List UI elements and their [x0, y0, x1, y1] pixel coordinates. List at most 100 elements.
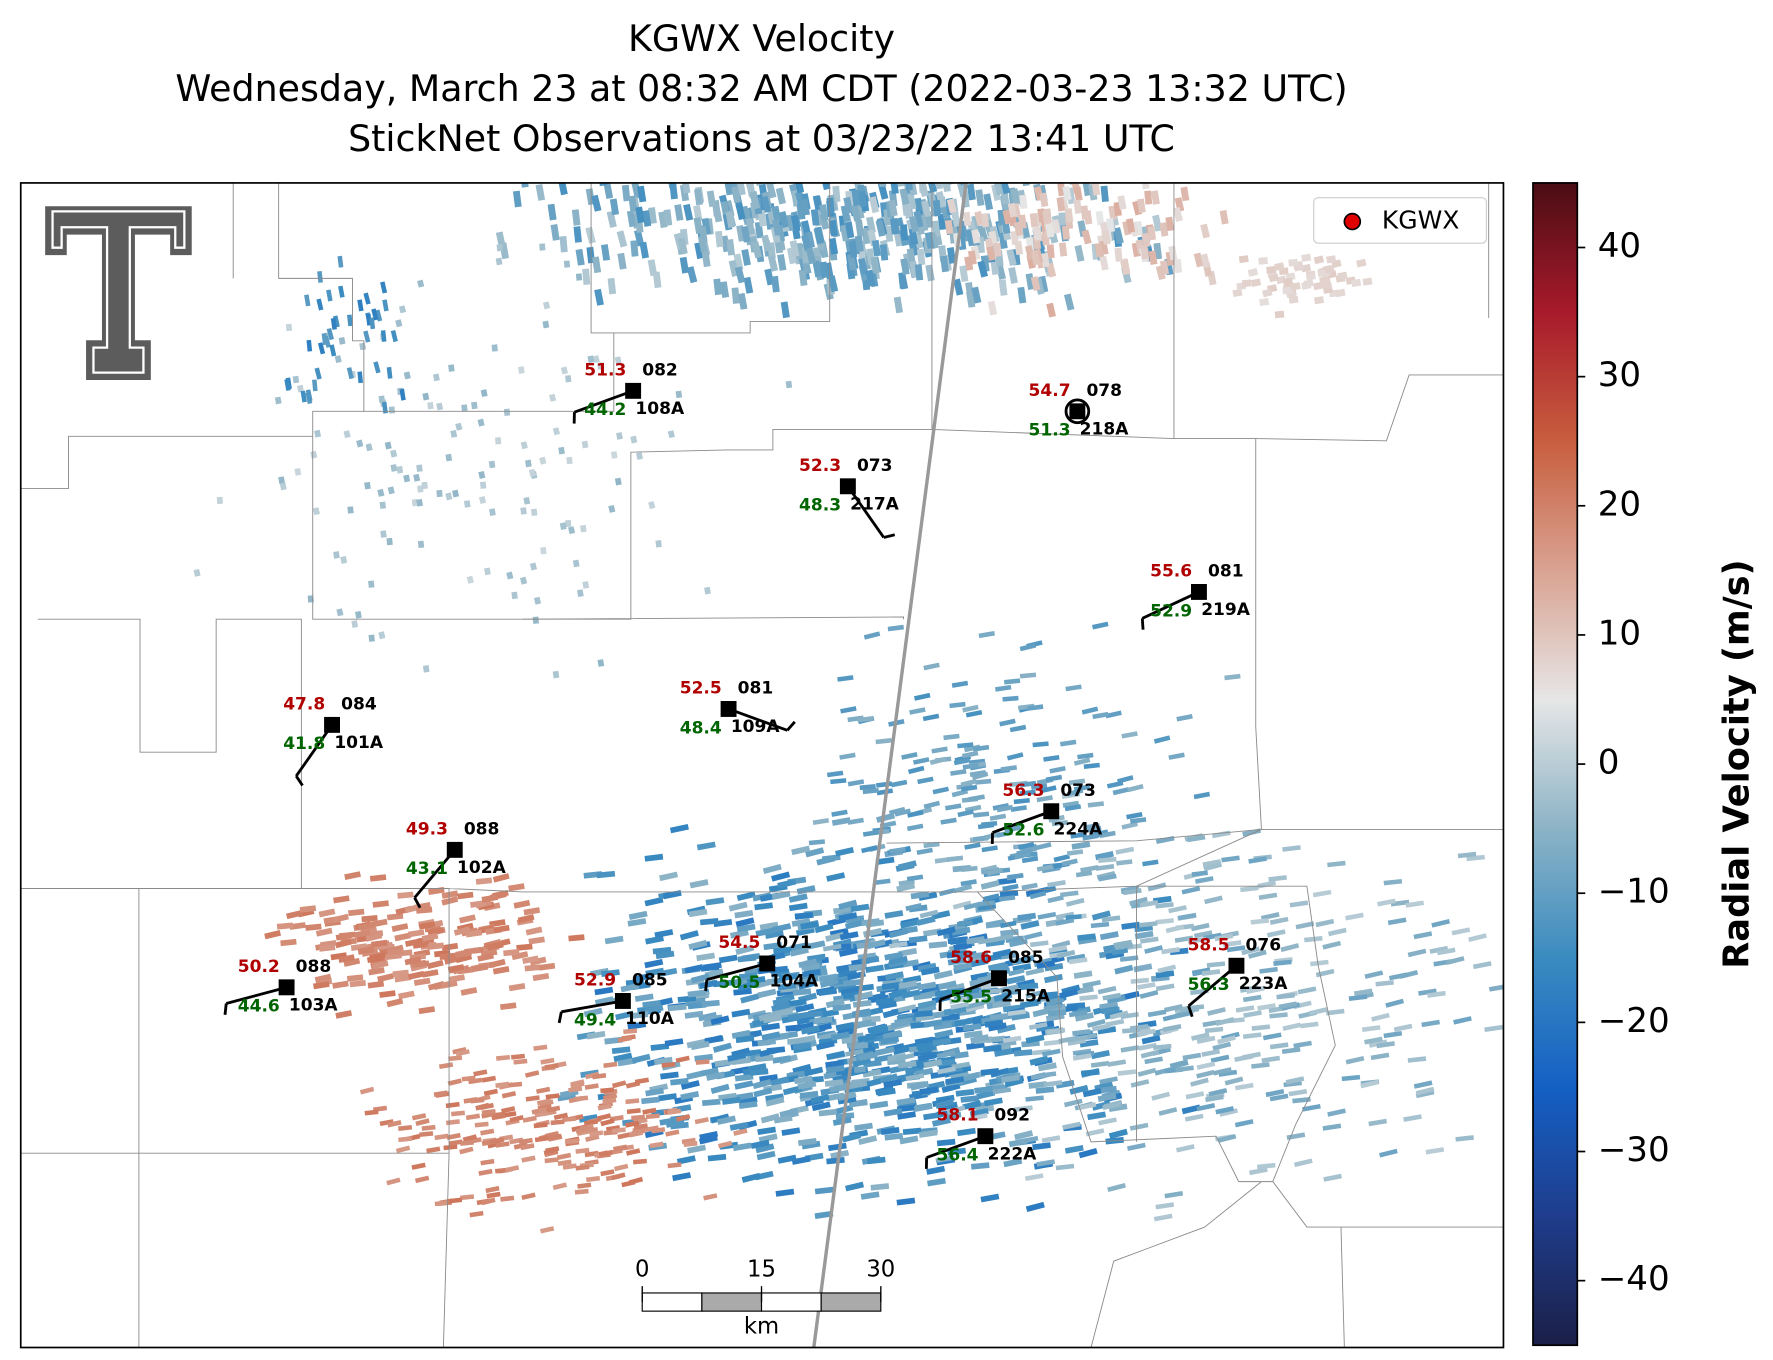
- radar-echo: [459, 1140, 474, 1146]
- radar-echo: [627, 1021, 647, 1030]
- radar-echo: [897, 1060, 917, 1069]
- radar-echo: [853, 1019, 873, 1029]
- radar-echo: [326, 328, 334, 341]
- radar-echo: [1137, 1067, 1157, 1077]
- radar-echo: [959, 265, 969, 283]
- radar-echo: [1073, 757, 1091, 766]
- radar-echo: [848, 1080, 868, 1090]
- radar-echo: [1074, 985, 1094, 995]
- radar-echo: [787, 1012, 807, 1021]
- radar-echo: [733, 988, 752, 996]
- radar-echo: [993, 991, 1013, 1002]
- radar-echo: [1431, 918, 1451, 928]
- map-background: [20, 182, 1504, 1348]
- radar-echo: [800, 1025, 820, 1035]
- radar-echo: [1019, 789, 1036, 796]
- radar-echo: [976, 1089, 996, 1100]
- radar-echo: [799, 1090, 819, 1099]
- radar-echo: [495, 1081, 510, 1088]
- radar-echo: [884, 971, 904, 981]
- radar-echo: [1218, 1069, 1238, 1077]
- radar-echo: [594, 996, 614, 1006]
- radar-echo: [917, 999, 937, 1010]
- radar-echo: [977, 937, 997, 945]
- radar-echo: [594, 986, 614, 996]
- radar-echo: [965, 709, 983, 718]
- radar-echo: [386, 1177, 401, 1186]
- radar-echo: [371, 939, 388, 948]
- radar-echo: [854, 1122, 873, 1132]
- radar-echo: [601, 969, 620, 977]
- radar-echo: [934, 1029, 954, 1039]
- radar-echo: [943, 1006, 963, 1016]
- radar-echo: [353, 929, 371, 939]
- radar-echo: [899, 188, 910, 206]
- radar-echo: [670, 1077, 689, 1086]
- radar-echo: [869, 1026, 889, 1035]
- radar-echo: [1210, 1054, 1230, 1063]
- radar-echo: [602, 1093, 618, 1101]
- radar-echo: [969, 958, 989, 968]
- radar-echo: [1004, 825, 1021, 833]
- radar-echo: [983, 1097, 1003, 1107]
- radar-echo: [1120, 990, 1140, 1001]
- radar-echo: [1139, 900, 1159, 908]
- radar-echo: [1100, 185, 1109, 203]
- radar-echo: [1140, 244, 1150, 260]
- radar-echo: [771, 275, 780, 293]
- radar-echo: [740, 993, 760, 1004]
- radar-echo: [1215, 1106, 1235, 1115]
- radar-echo: [1025, 989, 1045, 999]
- radar-echo: [650, 1043, 670, 1051]
- radar-echo: [849, 241, 858, 258]
- radar-echo: [344, 871, 361, 880]
- radar-echo: [1095, 863, 1115, 871]
- radar-echo: [1120, 260, 1131, 276]
- radar-echo: [1034, 842, 1052, 851]
- radar-echo: [857, 715, 874, 723]
- radar-echo: [557, 1159, 572, 1167]
- radar-echo: [676, 1155, 696, 1165]
- radar-echo: [502, 1111, 517, 1118]
- radar-echo: [1203, 932, 1222, 941]
- radar-echo: [962, 762, 979, 770]
- radar-echo: [559, 522, 567, 531]
- radar-echo: [448, 1197, 463, 1204]
- radar-echo: [951, 680, 969, 688]
- radar-echo: [764, 929, 784, 939]
- radar-echo: [827, 275, 839, 293]
- radar-echo: [386, 998, 404, 1008]
- radar-echo: [854, 235, 864, 253]
- radar-echo: [542, 301, 551, 310]
- radar-echo: [888, 941, 908, 949]
- radar-echo: [875, 219, 886, 237]
- radar-echo: [1308, 1007, 1328, 1016]
- radar-echo: [1191, 967, 1211, 977]
- radar-echo: [1248, 949, 1267, 959]
- radar-echo: [896, 1097, 916, 1106]
- radar-echo: [1006, 752, 1024, 761]
- radar-echo: [1368, 1118, 1388, 1127]
- radar-echo: [585, 1175, 601, 1183]
- radar-echo: [556, 1152, 572, 1160]
- radar-echo: [534, 1135, 549, 1143]
- station-id: 222A: [988, 1144, 1038, 1164]
- radar-echo: [1120, 1045, 1140, 1053]
- station-id: 108A: [635, 399, 685, 419]
- radar-echo: [1113, 939, 1133, 948]
- radar-echo: [552, 670, 560, 679]
- radar-echo: [1258, 892, 1278, 901]
- wind-barb-flag: [1187, 1005, 1194, 1018]
- station-marker: [977, 1128, 994, 1145]
- radar-echo: [1182, 1052, 1202, 1061]
- radar-echo: [1008, 968, 1025, 977]
- radar-echo: [1364, 1036, 1383, 1045]
- radar-echo: [1000, 1074, 1020, 1083]
- radar-echo: [1141, 1034, 1161, 1045]
- radar-echo: [521, 1192, 536, 1201]
- radar-echo: [1415, 1086, 1435, 1096]
- radar-echo: [1155, 265, 1166, 281]
- radar-echo: [1327, 860, 1346, 868]
- radar-echo: [1072, 1029, 1091, 1036]
- radar-echo: [923, 1019, 943, 1028]
